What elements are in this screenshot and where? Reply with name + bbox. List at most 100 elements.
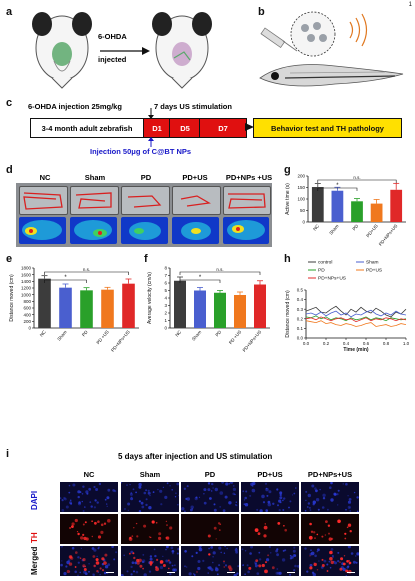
x-tick-label: 0.4 [343,341,350,346]
sig-bracket-ns [317,179,397,183]
y-axis-label: Average velocity (cm/s) [147,272,153,324]
nanoparticle-injection-text: Injection 50μg of C@BT NPs [90,147,192,156]
sig-bracket-star [179,279,221,283]
y-axis-label: Active time (s) [285,183,291,215]
nanoparticle-circle-icon [290,11,336,57]
sig-ns: n.s. [353,175,360,180]
series-line-0 [305,305,407,318]
bar-3 [101,289,114,328]
track-trace-pd [121,186,170,215]
larva-after-icon [152,12,212,89]
page-number: 1 [408,2,412,8]
group-label-pdus: PD+US [182,173,208,182]
x-tick-label: 0.0 [303,341,310,346]
legend-label-2: PD [318,268,325,274]
col-label-pd: PD [204,470,216,479]
y-tick-label: 0.3 [297,307,304,312]
scale-bar [287,571,295,573]
micrograph-r1-c2 [181,514,239,544]
x-tick-label: PD+NPs+US [242,329,263,352]
sig-star: * [199,275,202,281]
day-box-d1: D1 [143,118,171,138]
y-tick-label: 0.4 [297,297,304,302]
sig-bracket-ns [44,271,129,275]
zebrafish-icon [259,64,404,87]
micrograph-r2-c4 [301,545,360,577]
col-label-pdus: PD+US [257,470,283,479]
day-box-d5: D5 [169,118,201,138]
bar-2 [80,290,93,328]
y-tick-label: 100 [297,197,305,202]
larva-before-icon [32,12,92,89]
series-line-1 [305,309,407,318]
fish-age-box: 3-4 month adult zebrafish [30,118,144,138]
scale-bar [227,571,235,573]
track-trace-sham [70,186,119,215]
x-tick-label: Sham [328,223,340,235]
scale-bar [167,571,175,573]
group-label-nc: NC [39,173,51,182]
legend-label-0: control [318,260,332,266]
panel-d-label: d [6,164,13,176]
row-label-dapi: DAPI [30,490,39,510]
col-label-pdnpsus: PD+NPs+US [307,470,353,479]
x-tick-label: PD [351,223,359,232]
y-tick-label: 400 [23,312,31,317]
y-axis-label: Distance moved (cm) [9,274,15,322]
y-tick-label: 0.2 [297,316,304,321]
right-arrow-icon [245,123,254,131]
x-tick-label: PD [81,329,89,338]
y-tick-label: 4 [164,296,167,301]
y-tick-label: 0.1 [297,326,304,331]
y-tick-label: 2 [164,311,167,316]
bar-4 [254,284,266,328]
y-tick-label: 1000 [21,292,32,297]
y-tick-label: 0.5 [297,288,304,293]
sig-ns: n.s. [83,267,90,272]
y-tick-label: 50 [300,208,306,213]
bar-4 [122,283,135,328]
sig-star: * [64,275,67,281]
heatmap-sham [70,217,117,244]
y-tick-label: 1200 [21,286,32,291]
ultrasound-waves-icon [349,13,368,47]
tracking-images-grid [16,183,272,247]
row-label-th: TH [30,532,39,543]
heatmap-nc [19,217,66,244]
y-tick-label: 0 [302,220,305,225]
bar-1 [194,290,206,328]
micrograph-r0-c2 [181,480,239,513]
y-axis-label: Distance moved (cm) [285,290,291,338]
micrograph-r2-c1 [120,545,180,578]
bar-0 [38,278,51,328]
panel-i-label: i [6,448,10,460]
micrograph-r1-c1 [121,514,179,544]
us-stimulation-text: 7 days US stimulation [154,102,232,111]
heatmap-pdus [172,217,219,244]
y-tick-label: 0.0 [297,336,304,341]
micrograph-r0-c4 [301,481,359,513]
x-tick-label: Sham [56,329,68,341]
y-tick-label: 0 [28,326,31,331]
series-line-4 [305,316,407,323]
micrograph-r2-c2 [181,544,240,578]
y-tick-label: 200 [297,174,305,179]
panel-c-label: c [6,97,13,109]
sig-bracket-ns [179,271,261,275]
panel-i-title: 5 days after injection and US stimulatio… [118,452,273,461]
ultrasound-fish-illustration [259,11,404,87]
y-tick-label: 5 [164,288,167,293]
group-label-pd: PD [140,173,152,182]
x-tick-label: 0.6 [363,341,370,346]
y-tick-label: 200 [23,319,31,324]
micrograph-r1-c0 [60,514,118,544]
bar-2 [214,292,226,328]
y-tick-label: 800 [23,299,31,304]
track-trace-pdnpsus [223,186,271,215]
chart-average-velocity: 0 1 2 3 4 5 6 7 8 Average velocity (cm/s) NC Sham PD… [147,266,270,353]
sig-bracket-star [317,187,358,191]
bar-4 [390,189,403,222]
sig-ns: n.s. [216,267,223,272]
bar-3 [234,295,246,328]
track-trace-nc [19,186,68,215]
